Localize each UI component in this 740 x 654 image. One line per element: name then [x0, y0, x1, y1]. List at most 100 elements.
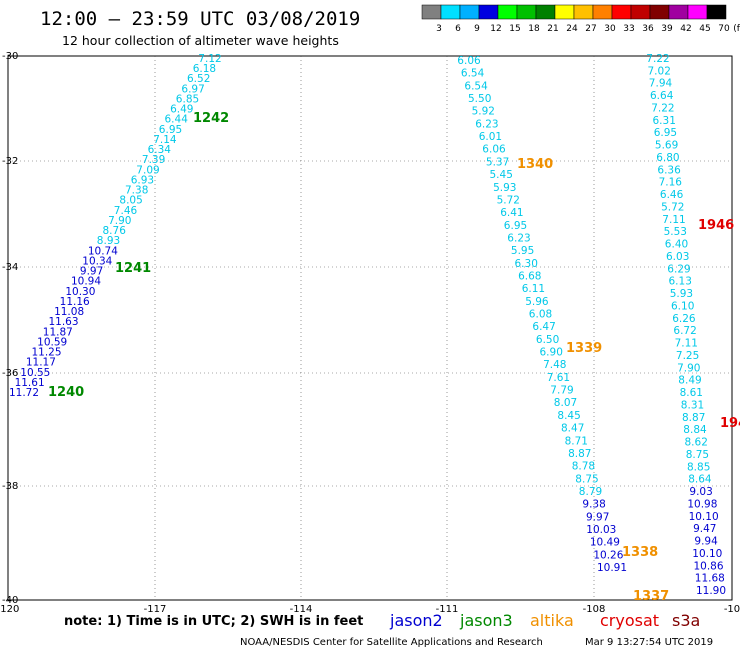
map-title: 12:00 – 23:59 UTC 03/08/2019	[40, 8, 360, 30]
wave-height-value: 8.64	[688, 474, 712, 486]
wave-height-value: 6.30	[515, 258, 538, 270]
wave-height-value: 9.03	[689, 486, 712, 498]
wave-height-value: 9.97	[80, 266, 103, 278]
legend-label: 18	[528, 24, 540, 34]
legend-label: 21	[547, 24, 558, 34]
wave-height-value: 5.72	[497, 194, 520, 206]
wave-height-value: 7.14	[153, 134, 177, 146]
satellite-cryosat: cryosat	[600, 611, 659, 630]
wave-height-value: 7.90	[108, 215, 131, 227]
wave-height-value: 8.71	[565, 435, 588, 447]
wave-height-value: 5.93	[670, 288, 693, 300]
wave-height-value: 11.68	[695, 573, 725, 585]
wave-height-value: 6.11	[522, 283, 545, 295]
wave-height-value: 11.16	[60, 296, 90, 308]
wave-height-value: 6.40	[665, 239, 688, 251]
wave-height-value: 6.85	[176, 94, 199, 106]
wave-height-value: 6.13	[669, 276, 692, 288]
wave-height-value: 8.49	[678, 375, 701, 387]
satellite-altika: altika	[530, 611, 574, 630]
wave-height-value: 10.98	[687, 498, 717, 510]
wave-height-value: 6.95	[654, 127, 677, 139]
wave-height-value: 5.53	[664, 226, 687, 238]
wave-height-value: 8.87	[682, 412, 705, 424]
wave-height-value: 10.30	[65, 286, 95, 298]
legend-label: 45	[699, 24, 710, 34]
wave-height-value: 11.25	[31, 347, 61, 359]
legend-swatch	[573, 4, 594, 20]
wave-height-value: 6.44	[165, 114, 189, 126]
track-1240-1242: 7.126.186.526.976.856.496.446.957.146.34…	[9, 53, 222, 399]
wave-height-value: 6.36	[657, 164, 681, 176]
wave-height-value: 8.76	[103, 225, 127, 237]
wave-height-value: 10.94	[71, 276, 101, 288]
wave-height-value: 6.95	[504, 220, 527, 232]
wave-height-value: 8.61	[680, 387, 703, 399]
wave-height-value: 10.34	[82, 255, 112, 267]
lat-tick-label: -38	[2, 481, 18, 492]
wave-height-value: 10.10	[689, 511, 719, 523]
pass-label: 1339	[566, 341, 602, 356]
wave-height-value: 10.91	[597, 562, 627, 574]
wave-height-value: 7.11	[662, 214, 685, 226]
map-frame	[7, 55, 733, 601]
wave-height-value: 5.45	[490, 169, 513, 181]
wave-height-value: 6.34	[148, 144, 172, 156]
wave-height-value: 6.49	[170, 104, 193, 116]
lon-tick-label: -114	[290, 604, 313, 615]
wave-height-value: 7.61	[547, 372, 570, 384]
legend-swatch	[554, 4, 575, 20]
wave-height-value: 11.61	[15, 377, 45, 389]
legend-swatch	[630, 4, 651, 20]
wave-height-value: 8.87	[568, 448, 591, 460]
lat-lon-grid	[7, 55, 733, 601]
wave-height-value: 8.75	[686, 449, 709, 461]
legend-label: 70	[718, 24, 730, 34]
wave-height-value: 7.12	[198, 53, 221, 65]
wave-height-value: 6.31	[653, 115, 676, 127]
wave-height-value: 7.25	[676, 350, 699, 362]
wave-height-value: 6.01	[479, 131, 502, 143]
wave-height-value: 8.45	[557, 410, 580, 422]
wave-height-value: 6.52	[187, 73, 210, 85]
wave-height-value: 7.79	[550, 385, 573, 397]
legend-label: 6	[455, 24, 461, 34]
wave-height-value: 9.97	[586, 511, 609, 523]
wave-height-value: 8.75	[575, 473, 598, 485]
legend-swatch	[516, 4, 537, 20]
track-1337-1340: 6.066.546.545.505.926.236.016.065.375.45…	[457, 55, 627, 574]
pass-label: 1946	[698, 218, 734, 233]
pass-label: 194	[720, 416, 740, 431]
wave-height-value: 7.38	[125, 185, 148, 197]
axis-tick-labels: -120 -117 -114 -111 -108 -10 -30 -32 -34 -36 -38 -4…	[0, 51, 740, 615]
wave-height-value: 10.26	[593, 549, 623, 561]
wave-height-value: 8.07	[554, 397, 577, 409]
wave-height-value: 9.47	[693, 523, 716, 535]
lat-tick-label: -40	[2, 595, 18, 606]
wave-height-value: 8.85	[687, 461, 710, 473]
legend-swatch	[611, 4, 632, 20]
wave-height-value: 6.54	[464, 80, 488, 92]
legend-swatch	[497, 4, 518, 20]
wave-height-value: 6.64	[650, 90, 674, 102]
satellite-jason2: jason2	[389, 611, 443, 630]
pass-time-labels: 1242 1241 1240 1340 1339 1338 1337 1946 194	[48, 111, 740, 604]
legend-label: 36	[642, 24, 654, 34]
map-subtitle: 12 hour collection of altimeter wave hei…	[62, 33, 339, 48]
wave-height-value: 5.72	[661, 202, 684, 214]
wave-height-value: 6.26	[672, 313, 696, 325]
legend-swatch	[478, 4, 499, 20]
legend-label: 42	[680, 24, 691, 34]
lat-tick-label: -32	[2, 156, 18, 167]
pass-label: 1241	[115, 261, 151, 276]
wave-height-value: 7.22	[646, 53, 669, 65]
legend-swatch	[440, 4, 461, 20]
legend-swatch	[668, 4, 689, 20]
legend-label: 39	[661, 24, 673, 34]
footer-note: note: 1) Time is in UTC; 2) SWH is in fe…	[64, 614, 363, 629]
wave-height-value: 8.93	[97, 235, 120, 247]
wave-height-value: 6.90	[540, 347, 563, 359]
legend-label: 30	[604, 24, 616, 34]
